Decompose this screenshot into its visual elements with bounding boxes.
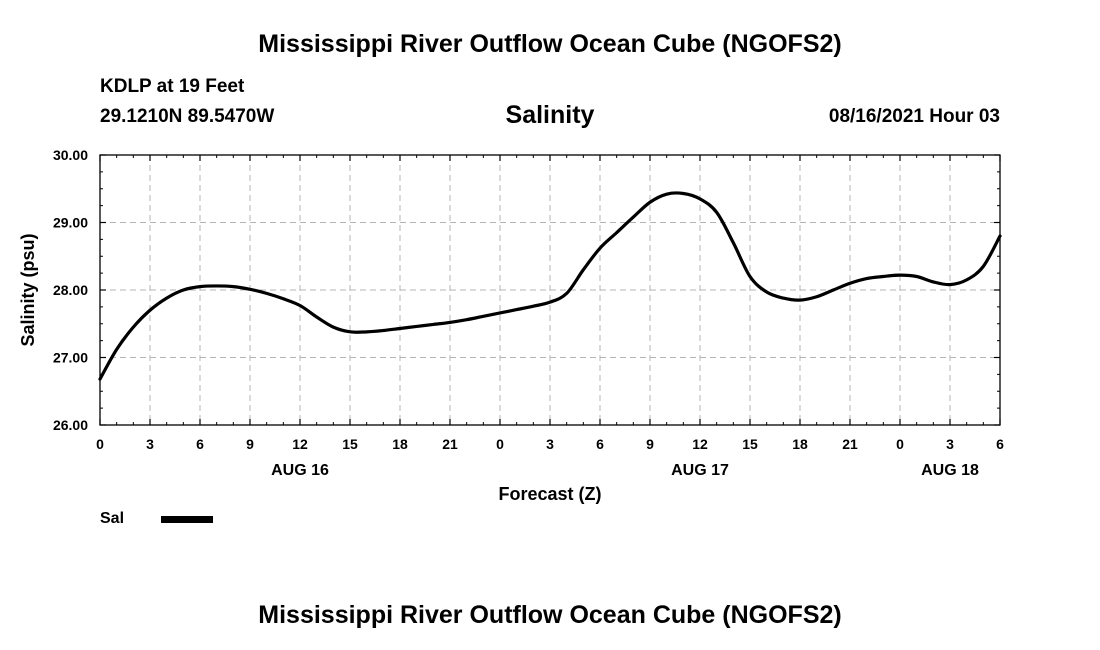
series-line-sal — [98, 191, 1002, 381]
x-tick-label: 21 — [442, 436, 458, 452]
chart-main-title: Mississippi River Outflow Ocean Cube (NG… — [258, 30, 842, 58]
x-tick-label: 3 — [546, 436, 554, 452]
x-tick-label: 9 — [646, 436, 654, 452]
x-tick-label: 15 — [342, 436, 358, 452]
date-label: AUG 16 — [271, 462, 329, 479]
x-tick-label: 18 — [392, 436, 408, 452]
date-label: AUG 17 — [671, 462, 729, 479]
x-tick-label: 6 — [996, 436, 1004, 452]
y-tick-label: 28.00 — [53, 282, 88, 298]
x-tick-label: 3 — [946, 436, 954, 452]
variable-title: Salinity — [505, 101, 595, 129]
x-tick-label: 9 — [246, 436, 254, 452]
station-label: KDLP at 19 Feet — [100, 76, 245, 97]
x-tick-label: 3 — [146, 436, 154, 452]
x-tick-label: 6 — [596, 436, 604, 452]
legend-line-swatch — [161, 516, 213, 523]
x-tick-label: 12 — [292, 436, 308, 452]
station-coordinates: 29.1210N 89.5470W — [100, 106, 275, 127]
grid-lines — [100, 155, 1000, 425]
series-layer — [98, 191, 1002, 381]
y-tick-label: 26.00 — [53, 417, 88, 433]
legend-label: Sal — [100, 510, 125, 527]
x-axis-label: Forecast (Z) — [498, 484, 601, 504]
x-tick-label: 18 — [792, 436, 808, 452]
x-tick-label: 12 — [692, 436, 708, 452]
x-tick-label: 0 — [96, 436, 104, 452]
footer-title: Mississippi River Outflow Ocean Cube (NG… — [258, 601, 842, 629]
x-tick-label: 6 — [196, 436, 204, 452]
x-tick-label: 0 — [496, 436, 504, 452]
x-tick-label: 15 — [742, 436, 758, 452]
y-tick-label: 27.00 — [53, 350, 88, 366]
x-tick-label: 0 — [896, 436, 904, 452]
y-axis-label: Salinity (psu) — [18, 233, 38, 346]
x-tick-label: 21 — [842, 436, 858, 452]
axis-ticks: 0 3 6 9 12 15 18 21 0 3 6 9 12 15 18 21 0 3 6 26.00 27.00 28.… — [53, 147, 1004, 479]
date-label: AUG 18 — [921, 462, 979, 479]
y-tick-label: 29.00 — [53, 215, 88, 231]
y-tick-label: 30.00 — [53, 147, 88, 163]
forecast-datetime: 08/16/2021 Hour 03 — [828, 106, 1000, 127]
